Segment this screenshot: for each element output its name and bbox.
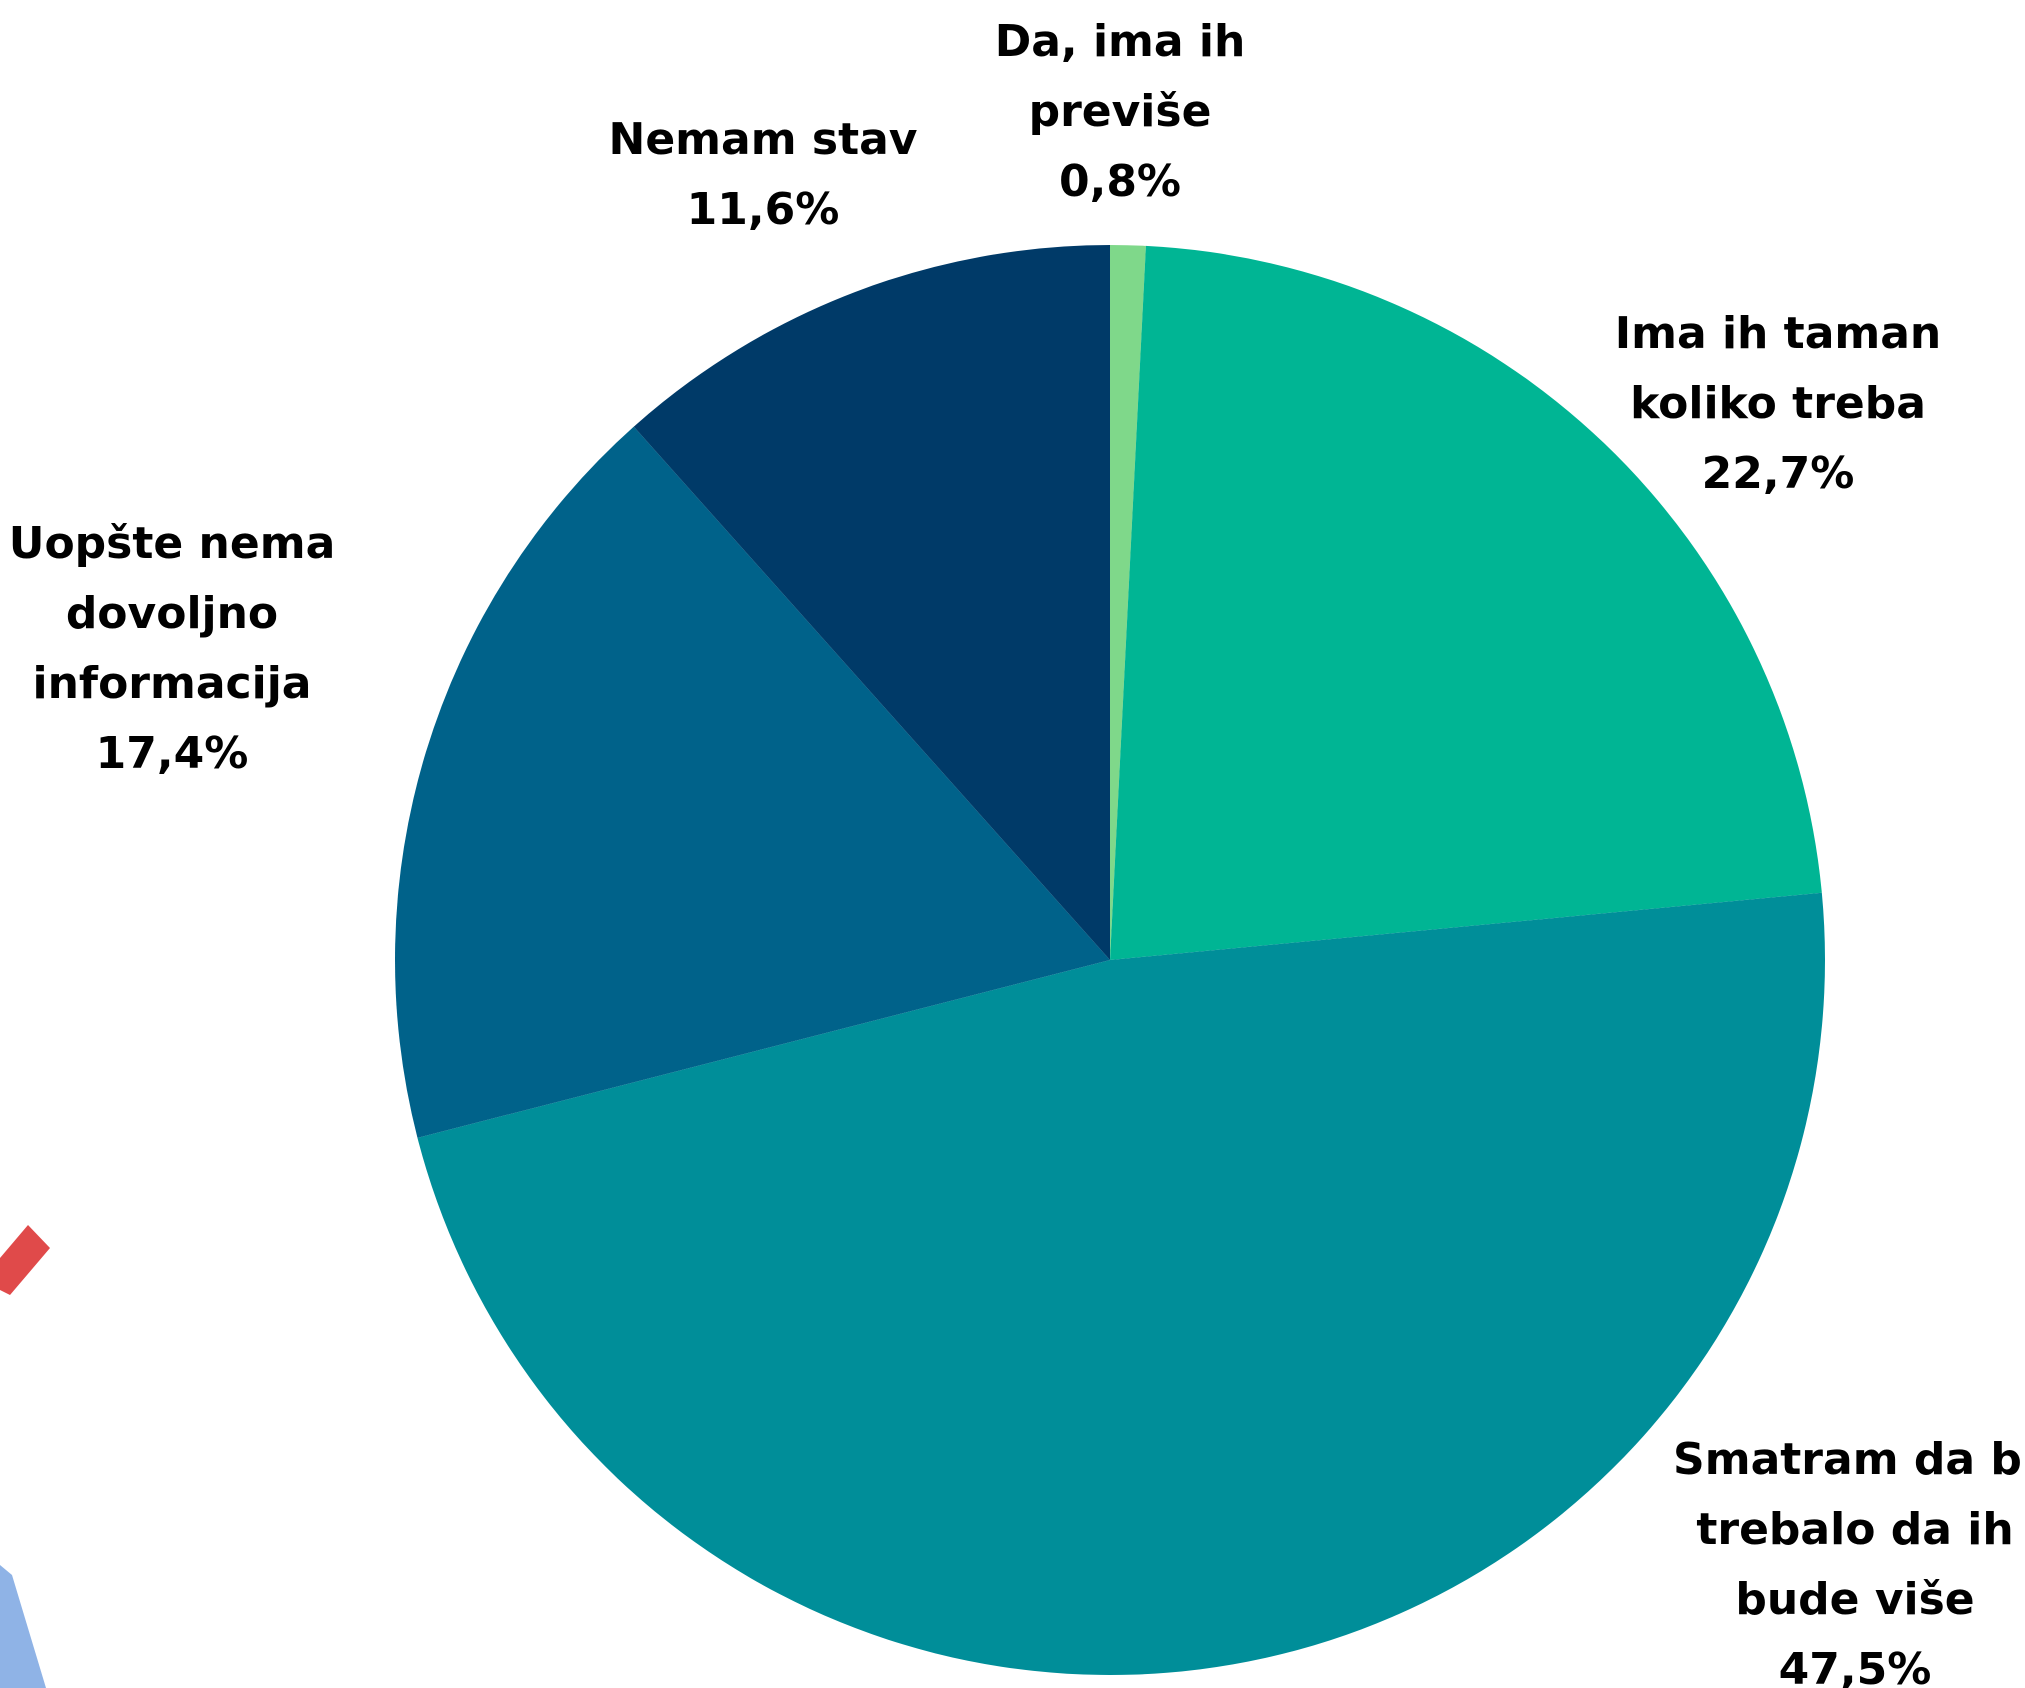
slice-category-label: bude više xyxy=(1735,1574,1974,1625)
pie-slice xyxy=(1110,245,1822,960)
pie-slice xyxy=(633,244,1110,960)
blue-decoration-shape xyxy=(0,1565,46,1688)
slice-category-label: Nemam stav xyxy=(609,114,918,165)
decorative-shapes xyxy=(0,1225,50,1688)
slice-value-label: 0,8% xyxy=(1059,156,1181,207)
slice-category-label: Smatram da bi xyxy=(1673,1434,2025,1485)
slice-value-label: 22,7% xyxy=(1702,448,1855,499)
slice-category-label: previše xyxy=(1029,86,1212,137)
slice-category-label: trebalo da ih xyxy=(1696,1504,2013,1555)
red-decoration-shape xyxy=(0,1225,50,1295)
slice-value-label: 17,4% xyxy=(96,728,249,779)
slice-category-label: informacija xyxy=(33,658,312,709)
pie-slice xyxy=(395,426,1110,1138)
slice-category-label: Uopšte nema xyxy=(9,518,336,569)
pie-labels: Da, ima ih previše 0,8% Ima ih taman koliko … xyxy=(9,16,2025,1688)
pie-slice xyxy=(1110,245,1146,960)
pie-slices xyxy=(395,244,1826,1676)
slice-category-label: Ima ih taman xyxy=(1615,308,1942,359)
pie-slice xyxy=(417,892,1826,1676)
slice-category-label: Da, ima ih xyxy=(995,16,1246,67)
slice-value-label: 11,6% xyxy=(687,184,840,235)
slice-value-label: 47,5% xyxy=(1779,1644,1932,1688)
slice-category-label: koliko treba xyxy=(1630,378,1926,429)
slice-category-label: dovoljno xyxy=(66,588,278,639)
